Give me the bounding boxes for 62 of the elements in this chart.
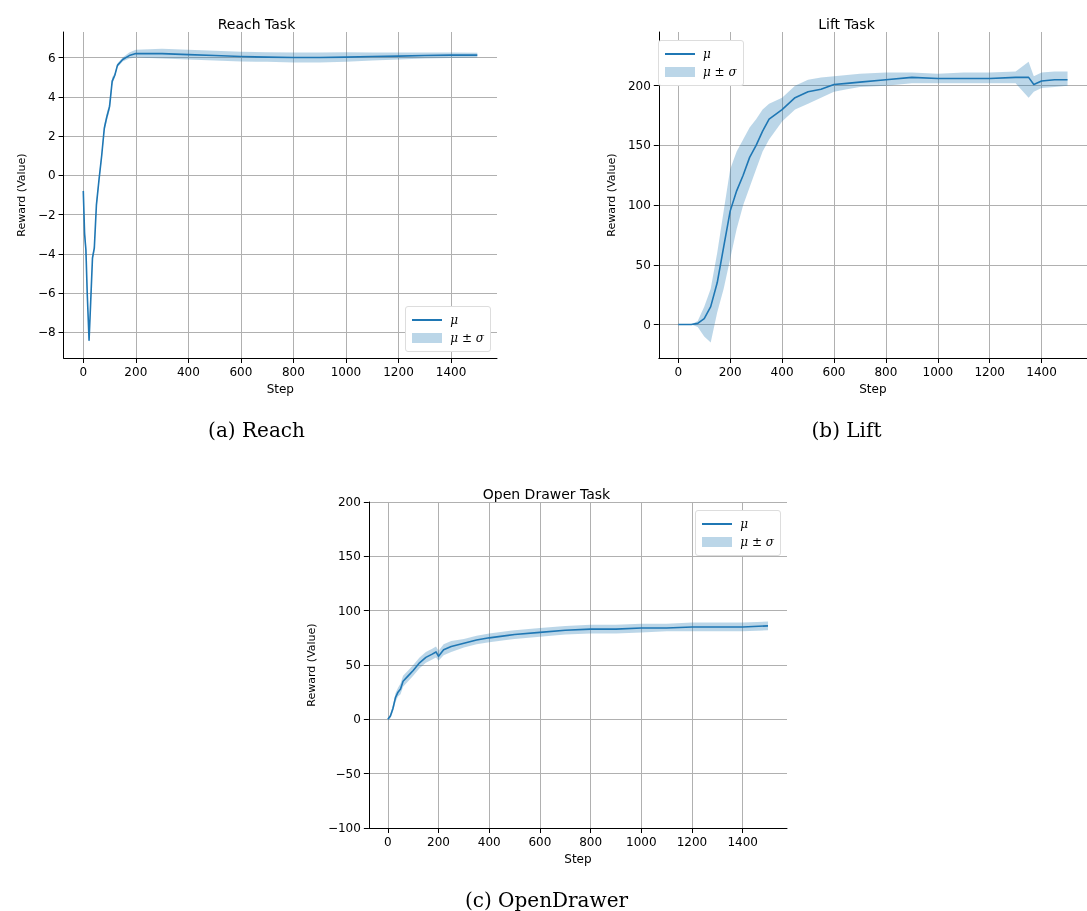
legend-label: μ [450,312,459,329]
y-tick-label: 50 [345,658,361,672]
x-tick-label: 1400 [727,835,758,849]
x-tick-label: 0 [384,835,392,849]
legend-title: μ ± σ [450,330,484,347]
y-tick-label: −2 [37,207,56,222]
y-tick-label: 2 [47,129,56,144]
x-tick-label: 800 [874,365,898,379]
x-tick-label: 200 [427,835,450,849]
legend-title: μ ± σ [703,64,737,81]
text: (a) Reach [208,418,306,442]
x-tick-label: 1200 [974,365,1005,379]
x-tick-label: 400 [176,365,200,379]
y-tick-label: 100 [337,603,361,618]
x-tick-label: 0 [79,365,88,379]
y-tick-label: 200 [337,495,361,509]
y-axis-title: Reward (Value) [605,153,618,237]
y-tick-label: 200 [627,78,651,93]
text: (c) OpenDrawer [464,888,629,911]
y-tick-label: 50 [635,257,651,272]
chart-title: Reach Task [217,16,297,32]
y-axis-title: Reward (Value) [305,623,318,707]
x-tick-label: 1400 [1026,365,1057,379]
x-tick-label: 0 [674,365,683,379]
y-tick-label: 0 [643,317,651,332]
x-tick-label: 200 [124,365,148,379]
y-tick-label: −100 [327,821,361,835]
y-tick-label: 150 [337,549,361,564]
x-axis-title: Step [859,381,887,396]
y-tick-label: −4 [37,246,56,261]
x-tick-label: 200 [718,365,742,379]
x-tick-label: 1000 [626,835,657,849]
x-axis-title: Step [564,851,592,866]
x-tick-label: 1000 [922,365,954,379]
y-tick-label: 6 [47,50,56,65]
y-tick-label: −6 [37,286,56,301]
x-tick-label: 600 [822,365,846,379]
x-tick-label: 1200 [676,835,708,849]
x-tick-label: 1400 [435,365,467,379]
x-tick-label: 400 [770,365,794,379]
legend-label: μ [703,46,711,63]
legend-title: μ ± σ [740,534,774,551]
x-tick-label: 800 [281,365,305,379]
y-tick-label: 100 [627,198,651,213]
y-tick-label: 0 [47,168,56,183]
y-tick-label: −50 [335,766,361,781]
x-tick-label: 1200 [383,365,414,379]
y-tick-label: 4 [47,89,56,104]
y-tick-label: 0 [353,712,361,727]
x-axis-title: Step [266,381,294,396]
y-axis-title: Reward (Value) [15,153,28,237]
x-tick-label: 400 [477,835,501,849]
x-tick-label: 1000 [330,365,362,379]
y-tick-label: −8 [37,325,56,340]
y-tick-label: 150 [627,138,651,153]
chart-title: Open Drawer Task [482,486,612,502]
x-tick-label: 600 [229,365,253,379]
legend-label: μ [740,516,749,533]
x-tick-label: 600 [528,835,552,849]
chart-title: Lift Task [818,16,876,32]
text: (b) Lift [811,418,882,442]
x-tick-label: 800 [579,835,603,849]
